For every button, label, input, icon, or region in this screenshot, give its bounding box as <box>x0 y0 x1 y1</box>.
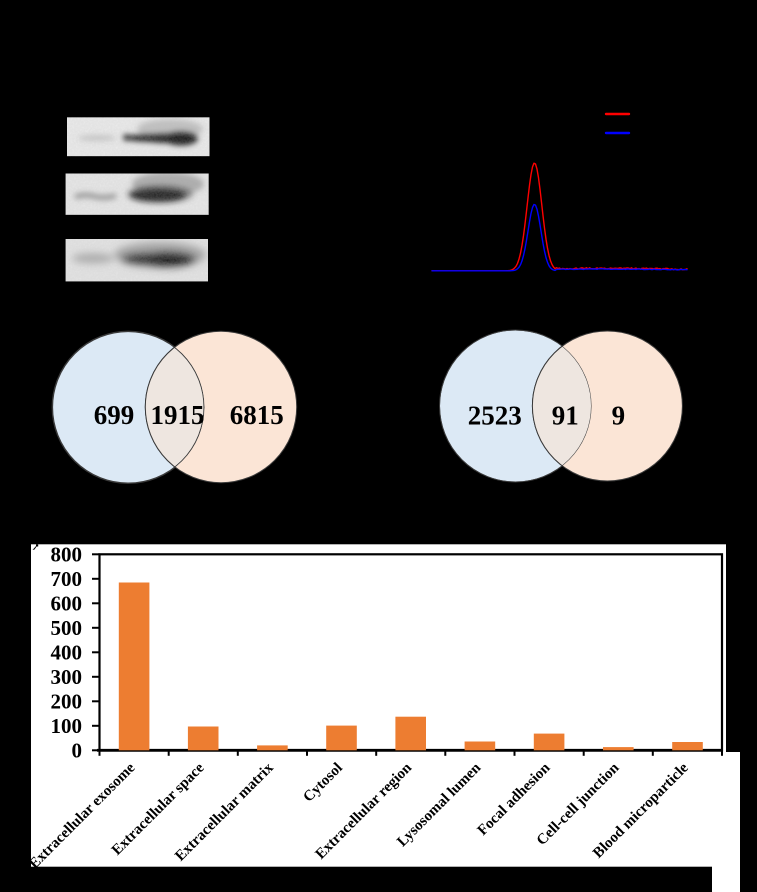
svg-text:0: 0 <box>72 738 83 762</box>
svg-text:200: 200 <box>51 689 83 713</box>
svg-text:1915: 1915 <box>151 400 205 430</box>
svg-text:700: 700 <box>51 567 83 591</box>
svg-text:91: 91 <box>552 401 579 431</box>
svg-text:9: 9 <box>612 401 626 431</box>
svg-text:800: 800 <box>51 542 83 566</box>
svg-text:100: 100 <box>51 714 83 738</box>
svg-text:2523: 2523 <box>468 401 522 431</box>
svg-text:300: 300 <box>51 665 83 689</box>
svg-text:699: 699 <box>94 400 135 430</box>
svg-text:600: 600 <box>51 591 83 615</box>
svg-text:6815: 6815 <box>230 400 284 430</box>
svg-text:400: 400 <box>51 640 83 664</box>
svg-text:500: 500 <box>51 616 83 640</box>
